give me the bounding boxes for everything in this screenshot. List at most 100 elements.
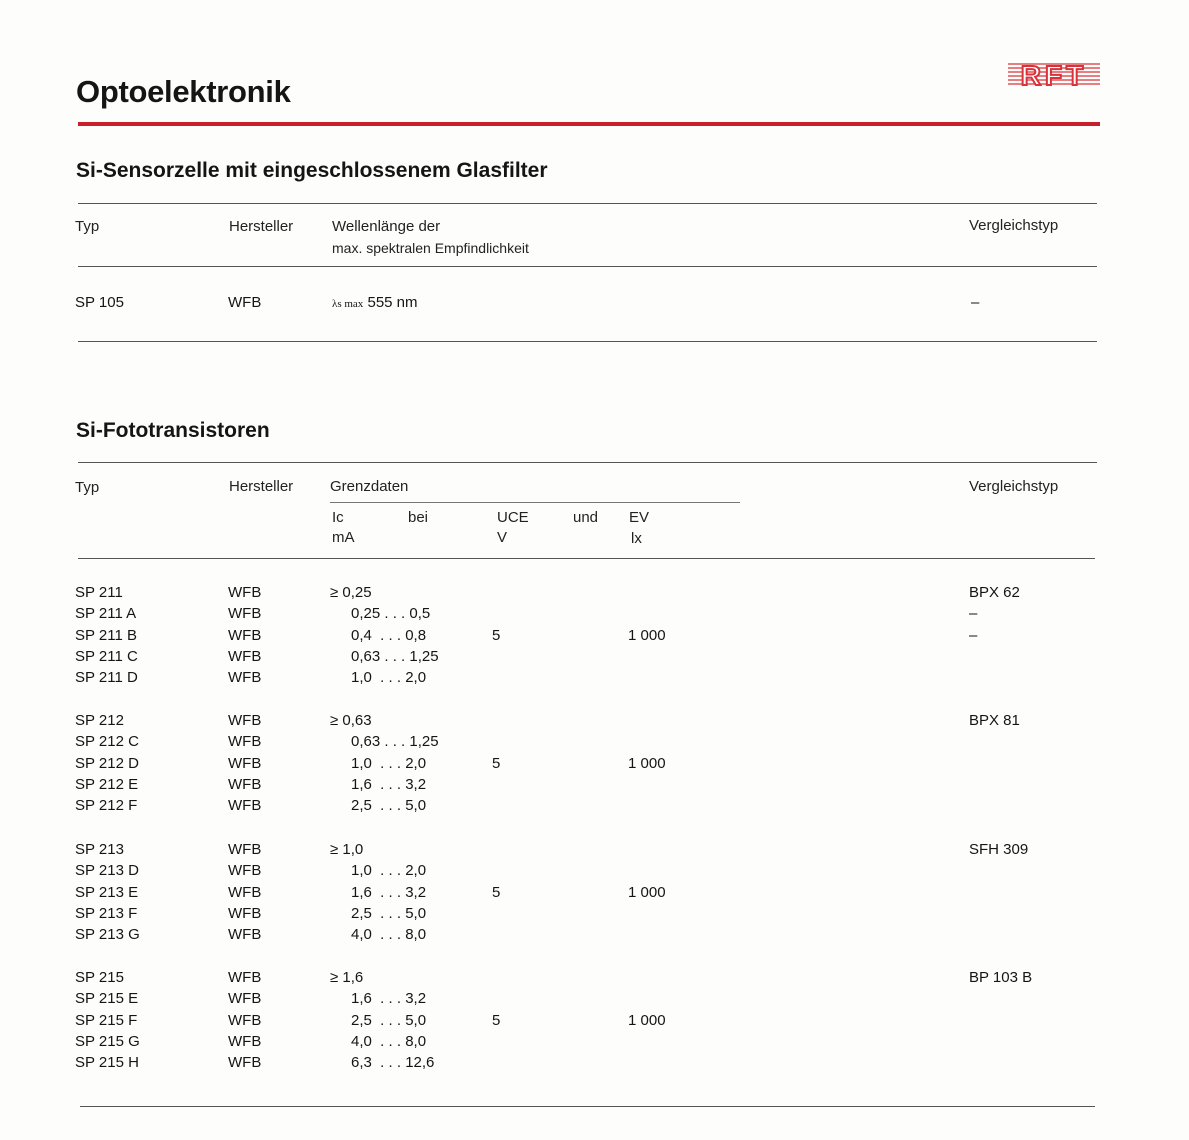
cell-hersteller: WFB bbox=[228, 626, 262, 644]
grenzdaten-divider bbox=[330, 502, 740, 503]
cell-typ: SP 213 G bbox=[75, 926, 140, 944]
cell-hersteller: WFB bbox=[228, 733, 262, 751]
cell-ev: 1 000 bbox=[628, 1011, 666, 1029]
col-header-ic: Ic bbox=[332, 509, 344, 526]
col-header-vergleichstyp: Vergleichstyp bbox=[969, 217, 1059, 234]
cell-hersteller: WFB bbox=[228, 647, 262, 665]
cell-ev: 1 000 bbox=[628, 883, 666, 901]
cell-typ: SP 212 F bbox=[75, 797, 138, 815]
cell-vergleichstyp: BPX 62 bbox=[969, 584, 1020, 601]
lambda-symbol: λs max bbox=[332, 298, 364, 310]
table-row: SP 212 WFB ≥ 0,63 BPX 81 bbox=[0, 712, 1189, 733]
cell-typ: SP 212 bbox=[75, 712, 124, 729]
cell-typ: SP 213 bbox=[75, 841, 124, 858]
cell-hersteller: WFB bbox=[228, 841, 262, 858]
cell-ic: 0,63 . . . 1,25 bbox=[351, 647, 439, 665]
col-header-hersteller: Hersteller bbox=[229, 218, 294, 235]
section-title-sensorzelle: Si-Sensorzelle mit eingeschlossenem Glas… bbox=[76, 159, 548, 182]
col-header-grenzdaten: Grenzdaten bbox=[330, 478, 409, 495]
table-row: SP 211 B WFB 0,4 . . . 0,8 – 5 1 000 bbox=[0, 627, 1189, 648]
cell-ic: 1,0 . . . 2,0 bbox=[351, 754, 427, 772]
col-header-uce-unit: V bbox=[497, 529, 508, 546]
cell-vergleichstyp: BPX 81 bbox=[969, 712, 1020, 729]
cell-ic: 1,0 . . . 2,0 bbox=[351, 862, 427, 880]
cell-typ: SP 213 E bbox=[75, 883, 139, 901]
cell-ev: 1 000 bbox=[628, 626, 666, 644]
cell-ic: 0,25 . . . 0,5 bbox=[351, 605, 431, 623]
cell-hersteller: WFB bbox=[228, 605, 262, 623]
cell-ic: 0,63 . . . 1,25 bbox=[351, 733, 439, 751]
table-row: SP 212 D WFB 1,0 . . . 2,0 5 1 000 bbox=[0, 755, 1189, 776]
cell-hersteller: WFB bbox=[228, 797, 262, 815]
col-header-hersteller: Hersteller bbox=[229, 478, 294, 495]
table-row: SP 215 G WFB 4,0 . . . 8,0 bbox=[0, 1033, 1189, 1054]
cell-vergleichstyp: SFH 309 bbox=[969, 841, 1029, 858]
rft-logo: RFT bbox=[1008, 59, 1100, 92]
cell-uce: 5 bbox=[492, 754, 501, 772]
table-row: SP 213 E WFB 1,6 . . . 3,2 5 1 000 bbox=[0, 884, 1189, 905]
table-row: SP 212 E WFB 1,6 . . . 3,2 bbox=[0, 776, 1189, 797]
cell-ic: ≥ 0,63 bbox=[330, 712, 372, 729]
cell-hersteller: WFB bbox=[228, 775, 262, 793]
col-header-ev-unit: lx bbox=[631, 530, 642, 547]
cell-typ: SP 215 H bbox=[75, 1054, 139, 1072]
table-row: SP 213 D WFB 1,0 . . . 2,0 bbox=[0, 862, 1189, 883]
cell-hersteller: WFB bbox=[228, 969, 262, 986]
cell-ic: ≥ 1,0 bbox=[330, 841, 364, 858]
cell-ic: 2,5 . . . 5,0 bbox=[351, 797, 427, 815]
table-row: SP 212 C WFB 0,63 . . . 1,25 bbox=[0, 733, 1189, 754]
table-row: SP 215 F WFB 2,5 . . . 5,0 5 1 000 bbox=[0, 1012, 1189, 1033]
cell-ic: ≥ 1,6 bbox=[330, 969, 364, 986]
cell-ic: 1,0 . . . 2,0 bbox=[351, 669, 427, 687]
cell-typ: SP 215 bbox=[75, 969, 124, 986]
cell-vergleichstyp: – bbox=[969, 605, 978, 623]
cell-ev: 1 000 bbox=[628, 754, 666, 772]
cell-hersteller: WFB bbox=[228, 294, 262, 311]
divider bbox=[78, 462, 1097, 463]
cell-typ: SP 105 bbox=[75, 294, 124, 311]
table-row: SP 211 WFB ≥ 0,25 BPX 62 bbox=[0, 584, 1189, 605]
page-title: Optoelektronik bbox=[76, 74, 291, 109]
table-row: SP 211 D WFB 1,0 . . . 2,0 bbox=[0, 669, 1189, 690]
cell-typ: SP 213 D bbox=[75, 862, 139, 880]
cell-ic: 1,6 . . . 3,2 bbox=[351, 883, 427, 901]
cell-ic: 2,5 . . . 5,0 bbox=[351, 904, 427, 922]
table-row: SP 213 G WFB 4,0 . . . 8,0 bbox=[0, 926, 1189, 947]
divider bbox=[78, 341, 1097, 342]
col-header-ic-unit: mA bbox=[332, 529, 355, 546]
cell-vergleichstyp: – bbox=[971, 294, 980, 311]
col-header-wellenlaenge: Wellenlänge der bbox=[332, 218, 441, 235]
cell-vergleichstyp: – bbox=[969, 626, 978, 644]
cell-ic: 4,0 . . . 8,0 bbox=[351, 1032, 427, 1050]
col-header-vergleichstyp: Vergleichstyp bbox=[969, 478, 1059, 495]
cell-typ: SP 212 E bbox=[75, 775, 139, 793]
table-row: SP 215 H WFB 6,3 . . . 12,6 bbox=[0, 1054, 1189, 1075]
table-row: SP 211 A WFB 0,25 . . . 0,5 – bbox=[0, 605, 1189, 626]
table-row: SP 215 E WFB 1,6 . . . 3,2 bbox=[0, 990, 1189, 1011]
table-row: SP 213 WFB ≥ 1,0 SFH 309 bbox=[0, 841, 1189, 862]
title-underline bbox=[78, 122, 1100, 126]
svg-text:RFT: RFT bbox=[1021, 60, 1087, 88]
cell-typ: SP 215 F bbox=[75, 1011, 138, 1029]
cell-ic: 2,5 . . . 5,0 bbox=[351, 1011, 427, 1029]
cell-typ: SP 212 C bbox=[75, 733, 139, 751]
cell-typ: SP 211 C bbox=[75, 647, 138, 665]
cell-ic: 1,6 . . . 3,2 bbox=[351, 990, 427, 1008]
table-row: SP 211 C WFB 0,63 . . . 1,25 bbox=[0, 648, 1189, 669]
divider bbox=[78, 266, 1097, 267]
table-row: SP 213 F WFB 2,5 . . . 5,0 bbox=[0, 905, 1189, 926]
cell-hersteller: WFB bbox=[228, 862, 262, 880]
cell-hersteller: WFB bbox=[228, 669, 262, 687]
cell-hersteller: WFB bbox=[228, 584, 262, 601]
divider bbox=[80, 1106, 1095, 1107]
col-header-und: und bbox=[573, 509, 599, 526]
col-header-wellenlaenge-2: max. spektralen Empfindlichkeit bbox=[332, 240, 529, 256]
cell-typ: SP 211 A bbox=[75, 605, 137, 623]
cell-hersteller: WFB bbox=[228, 1032, 262, 1050]
cell-typ: SP 215 G bbox=[75, 1032, 140, 1050]
cell-hersteller: WFB bbox=[228, 926, 262, 944]
cell-hersteller: WFB bbox=[228, 1011, 262, 1029]
cell-hersteller: WFB bbox=[228, 990, 262, 1008]
cell-typ: SP 211 B bbox=[75, 626, 137, 644]
